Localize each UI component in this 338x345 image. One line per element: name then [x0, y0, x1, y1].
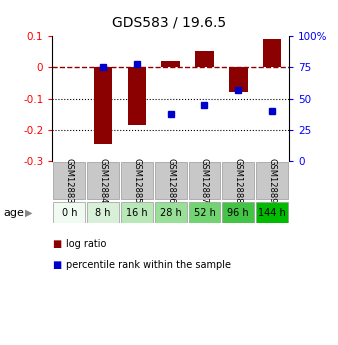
Text: percentile rank within the sample: percentile rank within the sample	[66, 260, 231, 270]
Text: 144 h: 144 h	[258, 208, 286, 218]
Bar	[94, 67, 113, 144]
Text: GSM12883: GSM12883	[65, 158, 74, 204]
Text: ▶: ▶	[25, 208, 32, 218]
FancyBboxPatch shape	[189, 203, 220, 223]
Text: 8 h: 8 h	[95, 208, 111, 218]
Bar	[263, 39, 281, 67]
Text: GSM12887: GSM12887	[200, 158, 209, 204]
FancyBboxPatch shape	[53, 162, 85, 199]
Bar	[162, 61, 180, 67]
FancyBboxPatch shape	[256, 203, 288, 223]
FancyBboxPatch shape	[155, 203, 187, 223]
FancyBboxPatch shape	[256, 162, 288, 199]
Text: ■: ■	[52, 260, 62, 270]
FancyBboxPatch shape	[155, 162, 187, 199]
Text: GSM12889: GSM12889	[268, 158, 276, 203]
FancyBboxPatch shape	[121, 162, 153, 199]
Text: GDS583 / 19.6.5: GDS583 / 19.6.5	[112, 16, 226, 30]
FancyBboxPatch shape	[222, 203, 254, 223]
FancyBboxPatch shape	[189, 162, 220, 199]
Text: log ratio: log ratio	[66, 239, 106, 249]
Text: 16 h: 16 h	[126, 208, 148, 218]
Text: 0 h: 0 h	[62, 208, 77, 218]
FancyBboxPatch shape	[53, 203, 85, 223]
Bar	[128, 67, 146, 125]
Text: ■: ■	[52, 239, 62, 249]
FancyBboxPatch shape	[222, 162, 254, 199]
FancyBboxPatch shape	[87, 162, 119, 199]
Text: 96 h: 96 h	[227, 208, 249, 218]
Text: 52 h: 52 h	[194, 208, 215, 218]
FancyBboxPatch shape	[121, 203, 153, 223]
Text: age: age	[3, 208, 24, 218]
Text: GSM12888: GSM12888	[234, 158, 243, 204]
FancyBboxPatch shape	[87, 203, 119, 223]
Text: GSM12884: GSM12884	[99, 158, 107, 203]
Bar	[195, 51, 214, 67]
Text: 28 h: 28 h	[160, 208, 182, 218]
Bar	[229, 67, 247, 92]
Text: GSM12886: GSM12886	[166, 158, 175, 204]
Text: GSM12885: GSM12885	[132, 158, 141, 203]
